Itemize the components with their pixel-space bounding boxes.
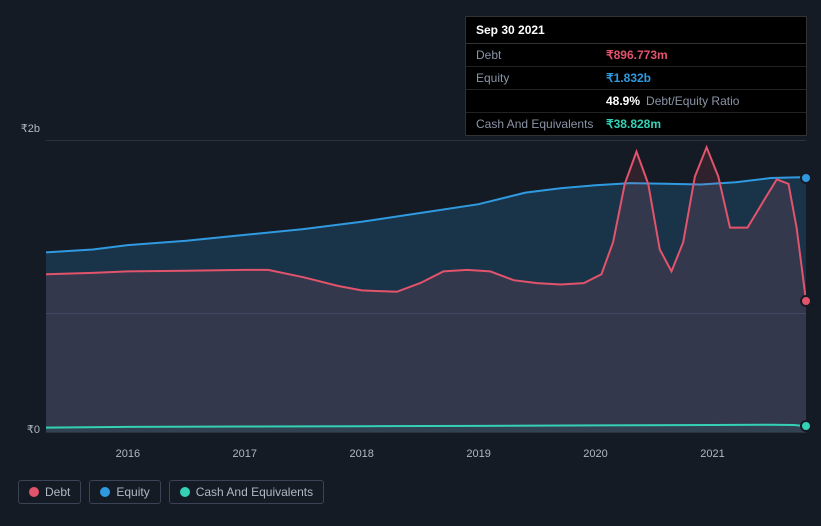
tooltip-panel: Sep 30 2021 Debt₹896.773mEquity₹1.832b48… <box>465 16 807 136</box>
legend-label: Equity <box>116 485 149 499</box>
y-tick-label: ₹2b <box>0 122 46 135</box>
tooltip-row-value: ₹38.828m <box>606 117 661 131</box>
tooltip-row-value: ₹896.773m <box>606 48 668 62</box>
tooltip-row-label: Debt <box>476 48 606 62</box>
x-tick-label: 2021 <box>700 448 724 460</box>
x-tick-label: 2018 <box>349 448 373 460</box>
legend-swatch <box>29 487 39 497</box>
gridline <box>46 432 806 433</box>
tooltip-row-label: Equity <box>476 71 606 85</box>
tooltip-row: Cash And Equivalents₹38.828m <box>466 113 806 135</box>
area-chart <box>46 140 806 432</box>
legend-item[interactable]: Cash And Equivalents <box>169 480 324 504</box>
tooltip-row: 48.9%Debt/Equity Ratio <box>466 90 806 113</box>
tooltip-row-suffix: Debt/Equity Ratio <box>646 94 739 108</box>
tooltip-row-label: Cash And Equivalents <box>476 117 606 131</box>
series-endpoint <box>800 420 812 432</box>
x-tick-label: 2020 <box>583 448 607 460</box>
legend-swatch <box>180 487 190 497</box>
legend-label: Cash And Equivalents <box>196 485 313 499</box>
y-tick-label: ₹0 <box>0 423 46 436</box>
x-tick-label: 2016 <box>116 448 140 460</box>
tooltip-row: Equity₹1.832b <box>466 67 806 90</box>
legend: Debt Equity Cash And Equivalents <box>18 480 324 504</box>
tooltip-row-value: 48.9%Debt/Equity Ratio <box>606 94 739 108</box>
legend-label: Debt <box>45 485 70 499</box>
series-endpoint <box>800 172 812 184</box>
tooltip-date: Sep 30 2021 <box>466 17 806 44</box>
tooltip-row-value: ₹1.832b <box>606 71 651 85</box>
series-endpoint <box>800 295 812 307</box>
x-tick-label: 2017 <box>233 448 257 460</box>
legend-item[interactable]: Equity <box>89 480 160 504</box>
legend-item[interactable]: Debt <box>18 480 81 504</box>
tooltip-row-label <box>476 94 606 108</box>
x-tick-label: 2019 <box>466 448 490 460</box>
tooltip-row: Debt₹896.773m <box>466 44 806 67</box>
legend-swatch <box>100 487 110 497</box>
